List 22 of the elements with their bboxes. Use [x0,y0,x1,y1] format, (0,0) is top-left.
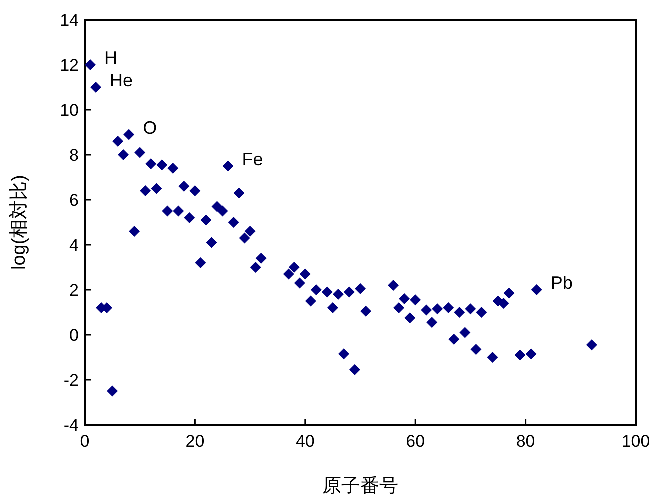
x-tick-label: 20 [186,432,205,451]
annotation: Fe [242,149,264,170]
x-tick-label: 60 [406,432,426,451]
x-tick-label: 100 [622,432,650,451]
x-axis-title: 原子番号 [322,476,398,497]
annotation: O [143,118,158,138]
y-tick-label: 12 [60,56,79,75]
annotation: H [104,48,118,68]
annotation: Pb [550,273,573,293]
y-tick-label: 10 [60,101,79,120]
x-tick-label: 40 [296,432,315,451]
y-axis-title: log(相対比) [8,174,30,270]
y-tick-label: 8 [70,146,79,165]
y-tick-label: 14 [60,11,79,30]
y-tick-label: -4 [64,416,79,435]
y-tick-label: 0 [70,326,79,345]
y-tick-label: 4 [70,236,79,255]
x-tick-label: 80 [516,432,536,451]
y-tick-label: -2 [64,371,79,390]
y-tick-label: 6 [70,191,79,210]
y-tick-label: 2 [70,281,79,300]
annotation: He [110,70,134,90]
